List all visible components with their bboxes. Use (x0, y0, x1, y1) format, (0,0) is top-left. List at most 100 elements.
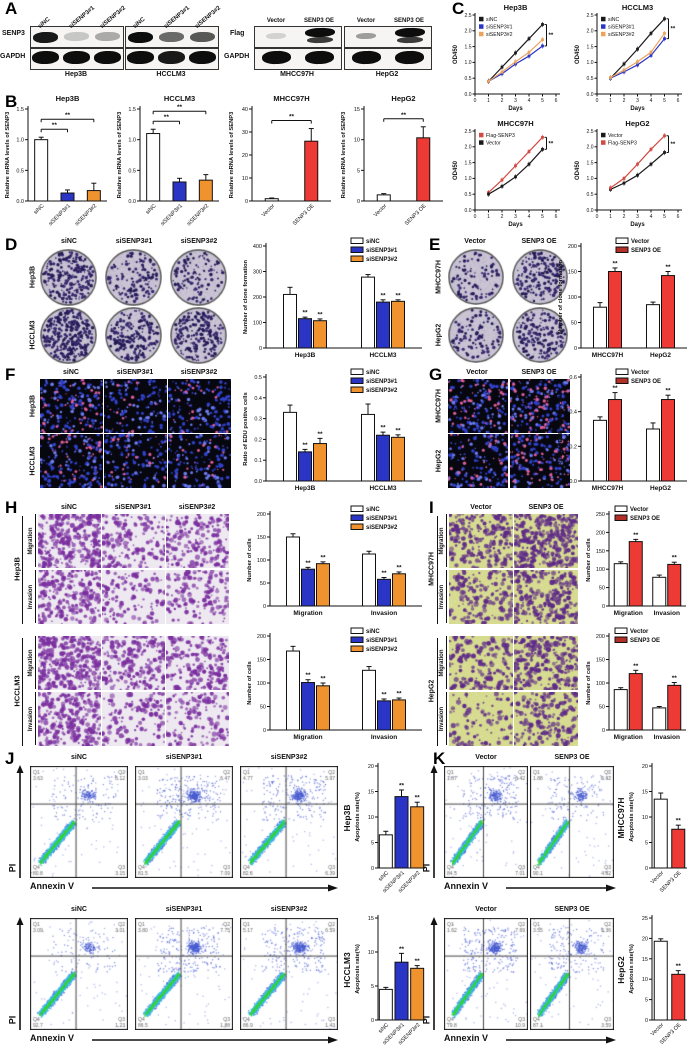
bar (614, 636, 628, 643)
sig-star: ** (549, 33, 554, 39)
y-tick: 5 (357, 168, 360, 174)
y-tick: 1.0 (587, 60, 594, 66)
y-axis-label: Apoptosis rate(%) (629, 944, 635, 994)
y-tick: 150 (257, 658, 266, 664)
y-tick: 10 (242, 176, 248, 182)
sig-star: ** (399, 946, 405, 953)
edu-fluorescence-image (510, 379, 570, 433)
legend-label: siSENP3#2 (366, 257, 398, 263)
legend-label: siSENP3#2 (366, 388, 398, 394)
cell-line-label: MHCC97H (280, 71, 314, 78)
bar (146, 133, 161, 202)
sig-star: ** (164, 114, 170, 121)
bracket-line (446, 636, 447, 689)
panel-letter-d: D (5, 235, 18, 254)
bar (601, 140, 606, 145)
chart-B3: 0 10 20 30 40 Relative mRNA levels of SENP3 MH… (229, 94, 331, 227)
assay-row-label: Invasion (439, 584, 445, 610)
bar (313, 443, 327, 482)
y-axis-label-pi: PI (421, 1015, 432, 1025)
panel-letter-j: J (5, 749, 15, 768)
transwell-image (166, 636, 229, 690)
sig-star: ** (317, 311, 323, 318)
edu-fluorescence-image (168, 434, 231, 488)
x-category-label: Migration (293, 610, 322, 617)
x-tick: 0 (596, 214, 599, 220)
chart-container-B3: 0 10 20 30 40 Relative mRNA levels of SENP3 MH… (226, 93, 334, 231)
sig-star: ** (320, 554, 326, 561)
flow-cytometry-plot (30, 918, 128, 1030)
edu-fluorescence-image (104, 434, 167, 488)
cell-line-label: HepG2 (375, 71, 399, 78)
x-category-label: siSENP3#1 (48, 203, 72, 227)
blot-row-label-gapdh: GAPDH (0, 53, 26, 60)
panel-j-apoptosis-knockdown: siNC siSENP3#1 siSENP3#2 PI Annexin V Hep3B 0 5… (0, 748, 430, 1056)
bar (376, 301, 390, 349)
chart-C2: HCCLM3 0 1 2 3 4 5 6 0.0 0.5 1.0 1.5 2.0 2.5 Days OD450… (575, 3, 682, 112)
transwell-image (166, 692, 229, 746)
chart-container-D: 0 100 200 300 400 Number of clone formation **… (240, 236, 425, 364)
x-category-label: Hep3B (295, 352, 316, 359)
bar (60, 192, 75, 202)
y-tick: 10 (354, 138, 360, 144)
bar (601, 24, 606, 29)
x-tick: 1 (487, 98, 490, 104)
x-category-label: Migration (614, 610, 643, 617)
y-tick: 0.3 (254, 417, 262, 423)
x-tick: 3 (636, 214, 639, 220)
sig-star: ** (549, 141, 554, 147)
sig-star: ** (676, 818, 682, 825)
bracket-line (35, 636, 36, 689)
pi-axis-arrow (430, 917, 438, 1030)
edu-fluorescence-image (510, 434, 570, 488)
y-tick: 1.5 (465, 160, 472, 166)
x-tick: 5 (663, 98, 666, 104)
assay-row-label: Invasion (28, 584, 34, 610)
legend-label: Vector (631, 370, 650, 376)
bar (653, 940, 668, 1021)
chart-B1: 0.0 0.5 1.0 1.5 Relative mRNA levels of SENP… (5, 94, 107, 227)
y-axis-label: Apoptosis rate(%) (355, 792, 361, 842)
x-axis-label-annexin: Annexin V (444, 881, 489, 891)
y-tick: 50 (571, 321, 577, 327)
chart-container-I1: 0 50 100 150 200 250 Number of cells ** Migratio… (583, 504, 689, 622)
y-tick: 100 (568, 295, 577, 301)
x-tick: 2 (501, 214, 504, 220)
x-tick: 0 (474, 98, 477, 104)
x-tick: 3 (636, 98, 639, 104)
chart-container-C4: HepG2 0 1 2 3 4 5 6 0.0 0.5 1.0 1.5 2.0 2.5 Days OD450 V… (572, 118, 690, 230)
x-category-label: siSENP3#1 (160, 203, 184, 227)
bar (264, 198, 279, 202)
sig-star: ** (289, 114, 295, 121)
y-axis-label: Ratio of EDU positive cells (243, 392, 249, 465)
legend-label: Vector (608, 133, 623, 139)
legend-label: Flag-SENP3 (486, 133, 515, 139)
legend-label: siNC (608, 17, 619, 23)
legend-label: siSENP3#1 (366, 638, 398, 644)
x-category-label: HepG2 (650, 485, 671, 492)
chart-container-E: 0 50 100 150 200 Number of clone formation ** M… (555, 236, 690, 364)
edu-fluorescence-image (448, 434, 508, 488)
y-tick: 5 (645, 841, 648, 847)
sig-star: ** (380, 292, 386, 299)
sig-star: ** (320, 676, 326, 683)
legend-label: siNC (486, 17, 497, 23)
bar (350, 627, 364, 634)
x-tick: 5 (541, 98, 544, 104)
pi-axis-arrow (430, 765, 438, 878)
edu-fluorescence-image (104, 379, 167, 433)
y-tick: 0.0 (16, 199, 24, 205)
transwell-image (102, 570, 165, 624)
y-tick: 1.0 (587, 176, 594, 182)
y-tick: 1.0 (465, 176, 472, 182)
x-category-label: HCCLM3 (369, 352, 396, 359)
y-tick: 1.5 (128, 107, 136, 113)
bar (378, 988, 393, 1021)
x-category-label: Vector (261, 203, 276, 218)
cell-line-label: MHCC97H (615, 797, 626, 839)
x-category-label: siNC (378, 1022, 391, 1035)
column-label: siNC (71, 906, 87, 913)
chart-container-K1: 0 5 10 15 20 Apoptosis rate(%) Vector ** SENP3 O… (626, 756, 690, 898)
transwell-image (449, 570, 513, 624)
annexin-axis-arrow (92, 884, 338, 892)
